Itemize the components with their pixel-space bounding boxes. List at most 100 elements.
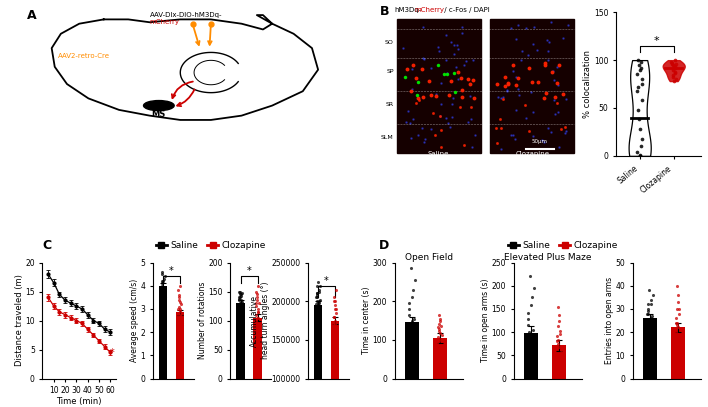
Text: MS: MS [152,110,166,119]
Point [552,341,564,347]
Point [670,64,681,71]
Bar [643,318,657,379]
Point [634,153,646,159]
Point [673,292,684,298]
Point [329,313,340,320]
Point [673,324,684,331]
Point [527,326,539,333]
Point [312,300,324,306]
Point [407,320,418,326]
Point [431,340,442,346]
Point [314,302,326,309]
Point [635,64,646,71]
Point [331,306,342,312]
Point [668,63,679,70]
Point [311,294,322,301]
Legend: Saline, Clozapine: Saline, Clozapine [504,237,622,254]
Point [523,309,534,316]
Text: hM3Dq-: hM3Dq- [394,7,422,13]
Point [311,301,322,308]
Point [236,299,248,305]
Point [646,296,657,303]
Point [251,314,263,321]
Bar [236,303,245,379]
Point [250,311,261,318]
Point [669,63,680,69]
Point [252,309,263,315]
Point [253,326,265,333]
Point [329,313,340,320]
Bar [253,317,262,379]
Point [645,301,656,308]
Point [523,348,535,355]
Point [552,303,564,310]
Point [670,76,682,83]
Point [671,319,683,326]
Point [176,322,188,328]
Point [173,315,184,322]
Point [635,59,646,65]
Y-axis label: Number of rotations: Number of rotations [198,282,207,359]
Point [554,354,566,361]
Point [632,107,644,113]
Text: A: A [27,9,37,22]
Point [328,321,339,328]
Point [330,329,341,335]
Point [158,287,169,294]
Point [673,310,685,317]
Bar [490,20,574,153]
Point [646,313,658,319]
Point [435,322,447,329]
Text: SO: SO [385,40,394,45]
Point [251,317,262,324]
Point [235,297,246,304]
Point [233,303,244,309]
Point [403,322,414,328]
Point [667,74,678,81]
Point [404,306,415,312]
Text: mCherry: mCherry [149,19,180,25]
Point [646,317,657,324]
Bar [159,286,167,379]
Point [636,143,647,149]
Point [554,311,565,318]
Point [330,287,341,293]
Point [552,337,564,343]
Point [328,333,339,339]
Point [156,282,167,289]
Point [155,292,166,298]
Point [253,329,265,335]
Point [636,97,648,103]
Point [234,288,246,295]
Bar [524,333,538,379]
Point [156,278,168,284]
Point [173,296,185,303]
Point [312,306,323,312]
Point [156,299,167,305]
Point [634,66,646,73]
Point [673,306,685,312]
Point [432,344,443,350]
Point [634,153,645,159]
Y-axis label: Accumulative
head turn angles (°): Accumulative head turn angles (°) [251,282,270,359]
Text: 50μm: 50μm [532,139,548,144]
Point [175,308,186,315]
Point [553,317,564,324]
Y-axis label: Time in center (s): Time in center (s) [362,287,371,354]
Point [673,331,684,338]
Point [329,306,341,312]
Point [156,301,167,308]
Point [158,289,169,296]
Point [647,292,658,298]
Point [636,76,647,83]
Point [632,57,644,63]
Ellipse shape [144,101,174,111]
Point [641,319,652,326]
Point [233,297,244,304]
Point [527,345,539,352]
Point [253,309,264,315]
Point [330,329,341,335]
Point [329,298,340,304]
Text: *: * [324,276,329,286]
Point [670,61,682,67]
